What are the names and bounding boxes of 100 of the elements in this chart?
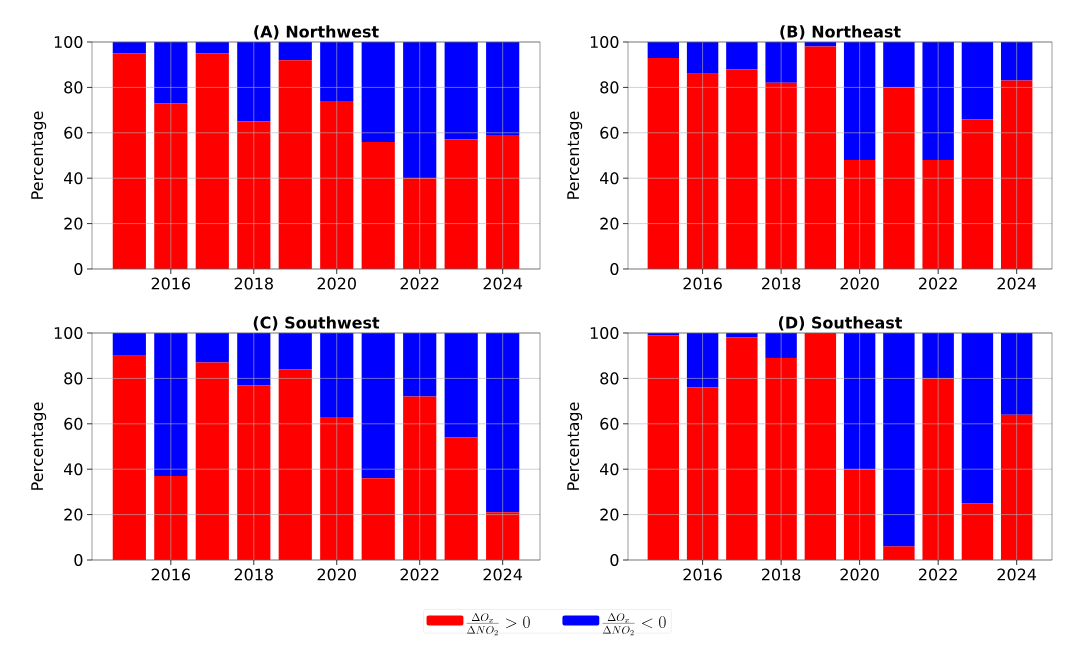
bar: [1000, 414, 1033, 560]
y-tick-label: 80: [64, 81, 83, 94]
x-tick-label: 2018: [234, 277, 273, 290]
x-tick-label: 2024: [997, 568, 1037, 581]
x-tick-label: 2016: [683, 568, 722, 581]
legend-label: $\frac{\Delta O_x}{\Delta NO_2} < 0$: [602, 613, 666, 636]
x-tick-label: 2020: [840, 277, 879, 290]
x-tick-label: 2020: [317, 277, 356, 290]
bar: [922, 41, 954, 161]
bar: [237, 121, 271, 269]
y-axis-title: Percentage: [31, 402, 47, 490]
bar: [237, 385, 271, 560]
x-tick-label: 2018: [234, 568, 273, 581]
bar: [403, 41, 437, 179]
chart-title: (A) Northwest: [254, 25, 379, 40]
x-tick-label: 2022: [400, 568, 439, 581]
bar: [686, 333, 719, 388]
bar: [961, 119, 994, 269]
chart-title: (D) Southeast: [778, 316, 903, 331]
bar: [883, 87, 915, 269]
bar: [278, 333, 312, 370]
bar: [403, 178, 437, 269]
bar: [1000, 80, 1033, 269]
bar: [403, 396, 437, 560]
bar: [195, 333, 229, 363]
bar: [1000, 333, 1033, 415]
x-tick-label: 2020: [840, 568, 879, 581]
bar: [726, 337, 758, 560]
y-tick-label: 60: [64, 417, 83, 430]
bar: [154, 41, 188, 104]
bar: [1000, 41, 1033, 81]
bar: [961, 333, 994, 504]
bar: [486, 512, 520, 560]
y-tick-label: 20: [64, 508, 83, 521]
y-axis-title: Percentage: [31, 111, 47, 199]
bar: [961, 41, 994, 120]
bar: [883, 333, 915, 547]
y-tick-label: 80: [64, 372, 83, 385]
bar: [804, 46, 837, 269]
x-tick-label: 2016: [151, 277, 191, 290]
bar: [278, 60, 312, 269]
y-tick-label: 20: [600, 508, 619, 521]
x-tick-label: 2020: [317, 568, 356, 581]
bar: [112, 53, 146, 269]
bar: [320, 101, 354, 269]
y-tick-label: 0: [74, 262, 83, 276]
chart-title: (B) Northeast: [780, 25, 901, 40]
bar: [361, 141, 395, 269]
chart-title: (C) Southwest: [253, 316, 380, 331]
bar: [112, 333, 146, 356]
bar: [647, 335, 680, 560]
bar: [843, 333, 876, 470]
bar: [486, 135, 520, 269]
bar: [320, 333, 354, 417]
bar: [765, 82, 797, 269]
y-tick-label: 0: [610, 553, 619, 567]
bar: [403, 333, 437, 397]
x-tick-label: 2024: [483, 568, 523, 581]
bar: [444, 333, 478, 438]
bar: [843, 160, 876, 269]
y-tick-label: 80: [600, 372, 619, 385]
bar: [361, 478, 395, 560]
bar: [486, 41, 520, 136]
y-tick-label: 100: [54, 326, 83, 340]
y-tick-label: 100: [590, 326, 619, 340]
y-tick-label: 0: [610, 262, 619, 276]
bar: [686, 387, 719, 560]
y-axis-title: Percentage: [567, 111, 583, 199]
y-tick-label: 40: [600, 172, 619, 185]
bar: [237, 41, 271, 122]
bar: [444, 437, 478, 560]
bar: [154, 333, 188, 477]
bar: [922, 160, 954, 269]
x-tick-label: 2022: [919, 277, 957, 290]
bar: [647, 57, 680, 269]
bar: [765, 357, 797, 560]
bar: [195, 53, 229, 269]
bar: [320, 41, 354, 102]
bar: [686, 73, 719, 269]
y-tick-label: 80: [600, 81, 619, 94]
bar: [647, 41, 680, 58]
bar: [843, 469, 876, 560]
x-tick-label: 2016: [151, 568, 191, 581]
bar: [361, 333, 395, 479]
bar: [361, 41, 395, 142]
bar: [883, 41, 915, 88]
bar: [154, 476, 188, 560]
y-tick-label: 100: [590, 35, 619, 49]
y-tick-label: 20: [64, 217, 83, 230]
bar: [726, 69, 758, 269]
y-tick-label: 40: [63, 463, 83, 476]
y-tick-label: 40: [600, 463, 619, 476]
x-tick-label: 2024: [483, 277, 523, 290]
y-tick-label: 60: [600, 417, 619, 430]
y-tick-label: 100: [54, 35, 83, 49]
bar: [726, 41, 758, 70]
y-tick-label: 0: [74, 553, 83, 567]
bar: [154, 103, 188, 269]
y-tick-label: 40: [63, 172, 83, 185]
y-axis-title: Percentage: [567, 402, 583, 490]
